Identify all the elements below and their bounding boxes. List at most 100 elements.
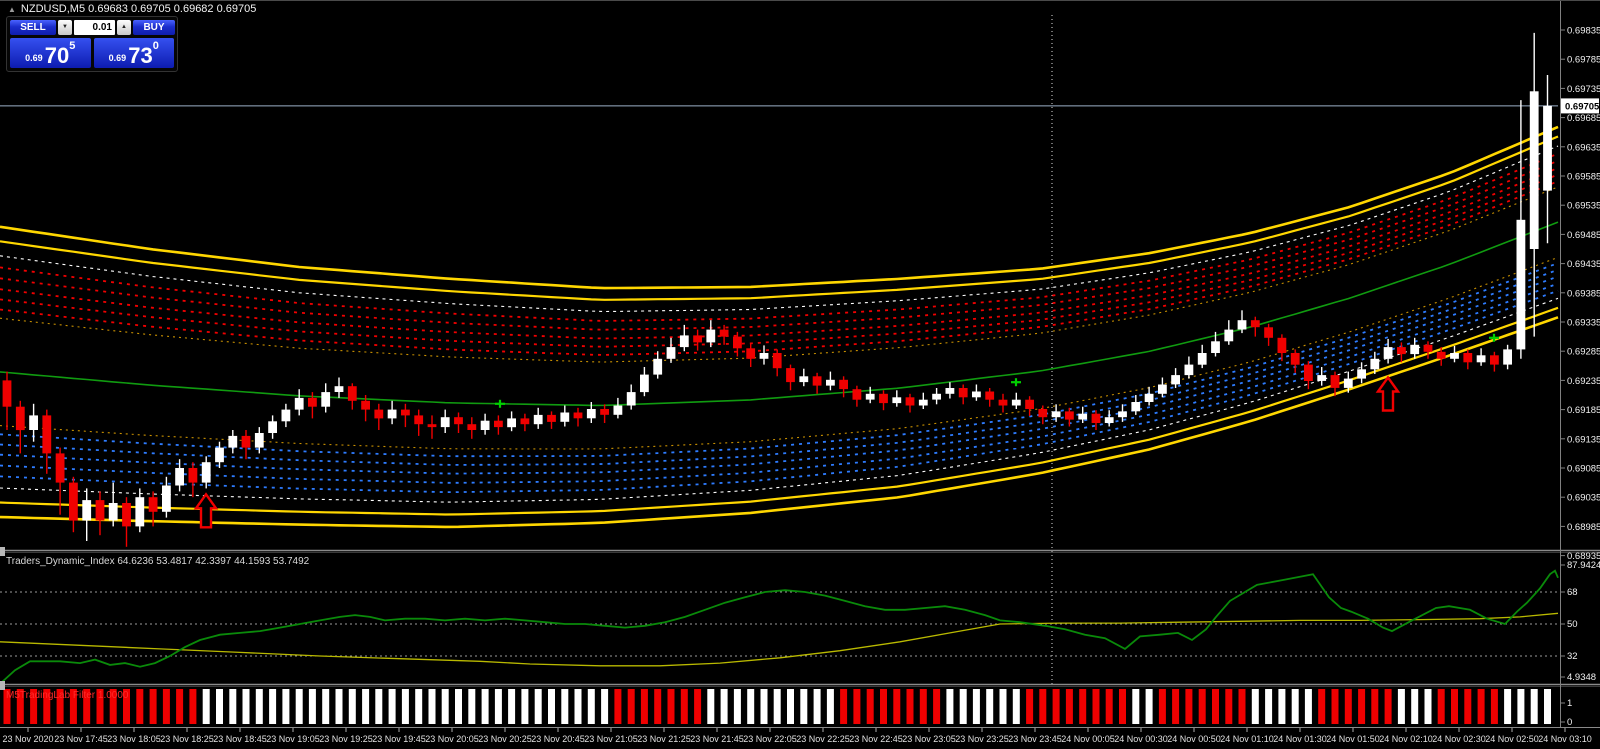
filter-bar (295, 689, 303, 724)
buy-button[interactable]: BUY (133, 20, 175, 35)
filter-bar (1198, 689, 1206, 724)
candle-body (321, 392, 331, 407)
tdi-rsi-line (1, 569, 1559, 683)
filter-bar (1092, 689, 1100, 724)
candle-body (2, 380, 12, 407)
candle-body (865, 393, 875, 400)
candle-body (1304, 364, 1313, 381)
filter-bar (1424, 689, 1432, 724)
candle-body (1463, 353, 1473, 363)
candle-body (440, 417, 450, 428)
candle-body (520, 418, 530, 425)
filter-bar (1225, 689, 1233, 724)
sell-price-box[interactable]: 0.69 70 5 (10, 38, 91, 68)
candle-body (1158, 384, 1167, 394)
price-axis-label: 0.69835 (1567, 26, 1600, 37)
time-axis-label: 24 Nov 02:10 (1379, 734, 1433, 744)
band-upper (0, 159, 1559, 331)
filter-bar (43, 689, 51, 724)
candle-body (334, 386, 344, 392)
price-axis-label: 0.69285 (1567, 347, 1600, 358)
price-axis-label: 0.69085 (1567, 464, 1600, 475)
tdi-splitter-grip[interactable] (0, 547, 5, 556)
filter-bar (56, 689, 64, 724)
lot-increase-icon[interactable]: ▲ (117, 20, 131, 35)
lot-decrease-dropdown-icon[interactable]: ▼ (58, 20, 72, 35)
filter-bar (162, 689, 170, 724)
candle-body (108, 503, 118, 521)
filter-bar (1132, 689, 1140, 724)
filter-bar (680, 689, 688, 724)
filter-bar (282, 689, 290, 724)
candle-body (932, 393, 941, 400)
candle-body (1490, 355, 1499, 365)
price-axis-label: 0.69385 (1567, 288, 1600, 299)
candle-body (374, 409, 384, 419)
filter-bar (667, 689, 675, 724)
filter-bar (401, 689, 409, 724)
candle-body (347, 386, 357, 401)
candle-body (467, 424, 477, 430)
candle-body (281, 409, 291, 422)
time-axis-label: 23 Nov 23:25 (955, 734, 1009, 744)
candle-body (480, 420, 490, 430)
tdi-axis-label: 87.9424 (1567, 560, 1600, 571)
filter-bar (149, 689, 157, 724)
filter-bar (1544, 689, 1551, 724)
lot-size-input[interactable]: 0.01 (74, 20, 115, 35)
candle-body (666, 347, 676, 359)
buy-price-sup: 0 (152, 40, 159, 52)
filter-indicator-label: M5TradingLab Filter 1.0000 (6, 690, 129, 701)
candle-body (1450, 353, 1459, 359)
price-axis-label: 0.69235 (1567, 376, 1600, 387)
candle-body (294, 397, 304, 410)
filter-bar (494, 689, 502, 724)
filter-bar (880, 689, 887, 724)
candle-body (733, 336, 742, 349)
filter-bar (322, 689, 330, 724)
filter-bar (189, 689, 197, 724)
symbol-info-line: ▲ NZDUSD,M5 0.69683 0.69705 0.69682 0.697… (8, 3, 256, 15)
band-lower (0, 282, 1559, 484)
filter-splitter-grip[interactable] (0, 681, 5, 690)
filter-bar (1145, 689, 1153, 724)
candle-body (42, 415, 52, 454)
candle-body (1423, 344, 1433, 352)
price-axis-label: 0.69735 (1567, 84, 1600, 95)
time-axis[interactable]: 23 Nov 2020 23 Nov 17:45 23 Nov 18:05 23 No… (0, 727, 1600, 745)
filter-bar (1358, 689, 1366, 724)
band-upper (0, 186, 1559, 363)
sell-button[interactable]: SELL (10, 20, 56, 35)
candle-body (387, 409, 397, 419)
filter-bar (826, 689, 834, 724)
candle-body (308, 397, 317, 407)
filter-bar (1026, 689, 1034, 724)
candle-body (427, 424, 437, 428)
band-upper (0, 173, 1559, 348)
filter-bar (269, 689, 277, 724)
candle-body (1410, 344, 1420, 355)
tdi-indicator-label: Traders_Dynamic_Index 64.6236 53.4817 42… (6, 556, 310, 567)
tdi-panel (0, 569, 1559, 683)
panel-separators (0, 549, 1600, 687)
collapse-panel-icon[interactable]: ▲ (8, 5, 16, 14)
buy-price-box[interactable]: 0.69 73 0 (93, 38, 174, 68)
candle-body (148, 497, 158, 512)
filter-bar (255, 689, 263, 724)
rainbow-bands (0, 125, 1559, 529)
price-axis[interactable]: 0.69835 0.69785 0.69735 0.69685 0.69635 0.695… (1560, 1, 1600, 728)
filter-bar (747, 689, 755, 724)
filter-bar (1291, 689, 1299, 724)
filter-bar (3, 689, 11, 724)
filter-bar (388, 689, 396, 724)
filter-bar (587, 689, 595, 724)
filter-bar (109, 689, 117, 724)
time-axis-label: 23 Nov 17:45 (54, 734, 108, 744)
filter-bar (1397, 689, 1405, 724)
filter-bar (415, 689, 423, 724)
up-arrow-icon (193, 492, 219, 529)
tdi-axis-label: 4.9348 (1567, 672, 1596, 683)
candle-body (1397, 347, 1406, 355)
filter-bar (866, 689, 874, 724)
